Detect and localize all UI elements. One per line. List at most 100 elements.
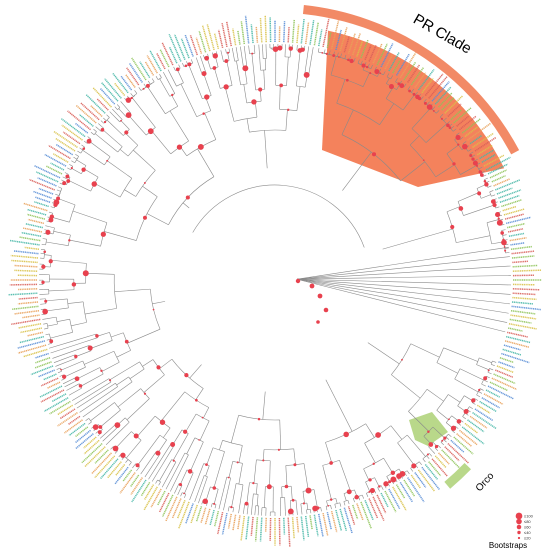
basal-branch xyxy=(296,278,508,323)
leaf-label xyxy=(17,301,39,305)
branch xyxy=(443,117,447,121)
branch xyxy=(336,102,380,125)
leaf-label xyxy=(27,208,47,216)
leaf-label xyxy=(22,348,48,358)
branch xyxy=(93,131,97,135)
bootstrap-node xyxy=(212,486,217,490)
leaf-label xyxy=(44,153,67,167)
branch xyxy=(501,229,506,231)
bootstrap-node xyxy=(277,45,283,51)
leaf-label xyxy=(512,292,536,296)
branch xyxy=(117,107,121,110)
branch xyxy=(448,394,461,403)
branch xyxy=(296,50,301,87)
leaf-label xyxy=(14,269,38,272)
branch xyxy=(80,381,112,402)
branch xyxy=(161,475,169,488)
leaf-label xyxy=(313,514,319,537)
branch xyxy=(175,483,180,490)
leaf-label xyxy=(395,53,410,76)
leaf-label xyxy=(240,515,246,541)
branch xyxy=(87,136,91,140)
branch xyxy=(426,101,430,105)
leaf-label xyxy=(380,43,394,68)
bootstrap-legend: ≤100≤80≤60≤40≤20 Bootstraps xyxy=(489,512,534,550)
branch xyxy=(100,120,105,124)
branch xyxy=(155,479,158,484)
legend-item: ≤80 xyxy=(516,518,531,525)
branch xyxy=(428,453,433,457)
bootstrap-node xyxy=(152,308,155,311)
branch xyxy=(256,494,259,506)
bootstrap-node xyxy=(61,374,67,379)
bootstrap-node xyxy=(390,476,397,483)
leaf-label xyxy=(8,292,38,296)
leaf-label xyxy=(165,496,178,522)
branch xyxy=(127,459,132,463)
leaf-label xyxy=(283,517,286,535)
branch xyxy=(445,433,449,438)
bootstrap-node xyxy=(130,96,133,100)
branch xyxy=(284,497,286,512)
bootstrap-node xyxy=(82,270,89,277)
bootstrap-node xyxy=(365,65,369,69)
branch xyxy=(238,500,241,514)
leaf-label xyxy=(255,26,259,43)
branch xyxy=(100,409,121,428)
branch xyxy=(167,69,171,74)
branch xyxy=(82,150,105,166)
branch xyxy=(320,507,322,512)
branch xyxy=(206,447,214,465)
bootstrap-node xyxy=(450,224,455,230)
basal-branch xyxy=(296,265,511,280)
bootstrap-node xyxy=(266,484,272,490)
branch xyxy=(406,434,426,457)
branch xyxy=(440,441,445,446)
bootstrap-node xyxy=(125,112,132,118)
branch xyxy=(68,393,73,396)
branch xyxy=(163,427,171,438)
branch xyxy=(178,64,181,69)
leaf-label xyxy=(78,113,94,127)
branch xyxy=(426,455,430,459)
branch xyxy=(140,461,150,475)
leaf-label xyxy=(39,385,63,398)
leaf-label xyxy=(291,517,295,539)
leaf-label xyxy=(91,452,112,475)
leaf-label xyxy=(291,19,296,43)
leaf-label xyxy=(9,239,40,246)
leaf-label xyxy=(360,39,369,59)
bootstrap-node xyxy=(252,481,255,485)
leaf-label xyxy=(467,122,491,141)
leaf-label xyxy=(113,82,126,96)
bootstrap-node xyxy=(469,153,473,158)
leaf-label xyxy=(511,250,535,255)
branch xyxy=(476,394,481,398)
branch xyxy=(232,51,235,62)
branch xyxy=(73,333,97,342)
branch xyxy=(409,135,420,146)
branch xyxy=(460,165,477,175)
bootstrap-node xyxy=(213,502,216,505)
leaf-label xyxy=(25,222,43,229)
branch xyxy=(445,436,450,440)
bootstrap-node xyxy=(257,417,261,421)
branch xyxy=(374,477,380,487)
branch xyxy=(325,442,333,463)
branch xyxy=(439,114,444,118)
branch xyxy=(112,114,120,123)
branch xyxy=(383,457,393,474)
leaf-label xyxy=(100,458,119,480)
branch xyxy=(143,83,147,88)
leaf-label xyxy=(414,72,427,88)
basal-branches xyxy=(296,246,511,333)
branch xyxy=(136,196,158,241)
leaf-label xyxy=(392,486,407,511)
leaf-label xyxy=(227,513,233,529)
bootstrap-node xyxy=(457,143,460,146)
leaf-label xyxy=(330,510,338,533)
leaf-label xyxy=(244,15,250,44)
branch xyxy=(182,62,185,67)
branch xyxy=(484,379,488,383)
bootstrap-node xyxy=(277,448,280,451)
